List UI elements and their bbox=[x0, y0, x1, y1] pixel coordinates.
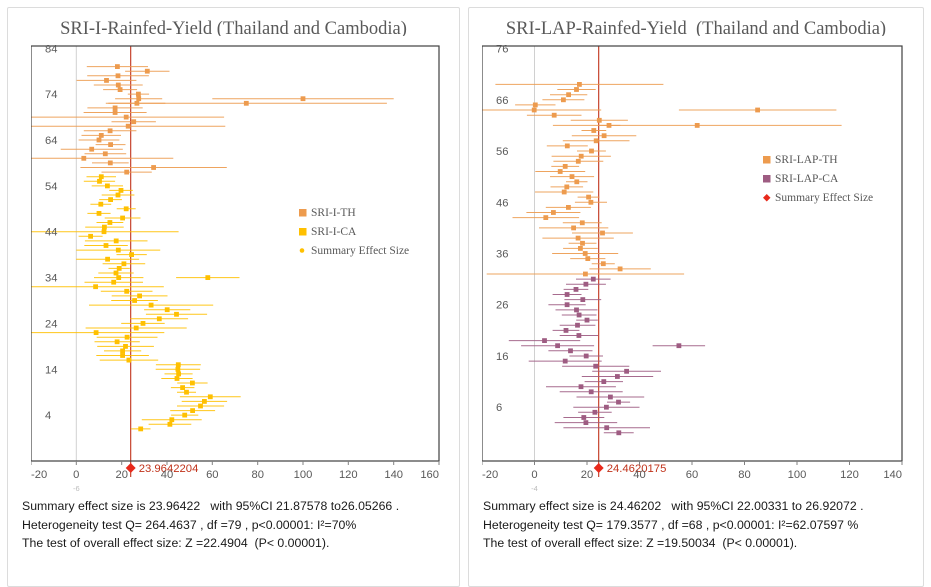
svg-text:4: 4 bbox=[45, 410, 51, 422]
svg-text:120: 120 bbox=[840, 469, 859, 481]
svg-text:40: 40 bbox=[161, 469, 173, 481]
svg-text:-4: -4 bbox=[531, 484, 538, 492]
svg-text:66: 66 bbox=[496, 95, 508, 107]
svg-text:140: 140 bbox=[384, 469, 403, 481]
svg-text:14: 14 bbox=[45, 364, 57, 376]
svg-text:64: 64 bbox=[45, 135, 57, 147]
svg-text:Summary Effect Size: Summary Effect Size bbox=[311, 245, 409, 257]
svg-text:26: 26 bbox=[496, 300, 508, 312]
svg-text:16: 16 bbox=[496, 351, 508, 363]
svg-text:120: 120 bbox=[339, 469, 358, 481]
svg-text:6: 6 bbox=[496, 402, 502, 414]
svg-text:74: 74 bbox=[45, 89, 57, 101]
svg-text:20: 20 bbox=[581, 469, 593, 481]
svg-text:0: 0 bbox=[531, 469, 537, 481]
svg-text:-6: -6 bbox=[73, 484, 80, 492]
svg-text:46: 46 bbox=[496, 197, 508, 209]
svg-text:100: 100 bbox=[788, 469, 807, 481]
svg-text:Summary Effect Size: Summary Effect Size bbox=[775, 192, 873, 204]
svg-text:56: 56 bbox=[496, 146, 508, 158]
svg-text:54: 54 bbox=[45, 181, 57, 193]
svg-text:SRI-I-CA: SRI-I-CA bbox=[311, 226, 357, 238]
svg-text:60: 60 bbox=[686, 469, 698, 481]
svg-text:44: 44 bbox=[45, 227, 57, 239]
svg-text:SRI-I-TH: SRI-I-TH bbox=[311, 207, 356, 219]
svg-text:0: 0 bbox=[73, 469, 79, 481]
svg-text:24: 24 bbox=[45, 318, 57, 330]
svg-text:40: 40 bbox=[633, 469, 645, 481]
svg-text:34: 34 bbox=[45, 273, 57, 285]
svg-text:84: 84 bbox=[45, 43, 57, 55]
svg-text:-20: -20 bbox=[482, 469, 498, 481]
svg-text:-20: -20 bbox=[31, 469, 47, 481]
svg-text:20: 20 bbox=[115, 469, 127, 481]
svg-text:SRI-LAP-TH: SRI-LAP-TH bbox=[775, 154, 838, 166]
svg-text:100: 100 bbox=[294, 469, 313, 481]
svg-text:160: 160 bbox=[420, 469, 439, 481]
svg-text:60: 60 bbox=[206, 469, 218, 481]
svg-text:36: 36 bbox=[496, 249, 508, 261]
svg-text:80: 80 bbox=[738, 469, 750, 481]
svg-text:SRI-LAP-CA: SRI-LAP-CA bbox=[775, 173, 839, 185]
svg-text:80: 80 bbox=[251, 469, 263, 481]
svg-text:140: 140 bbox=[883, 469, 902, 481]
svg-text:76: 76 bbox=[496, 44, 508, 56]
